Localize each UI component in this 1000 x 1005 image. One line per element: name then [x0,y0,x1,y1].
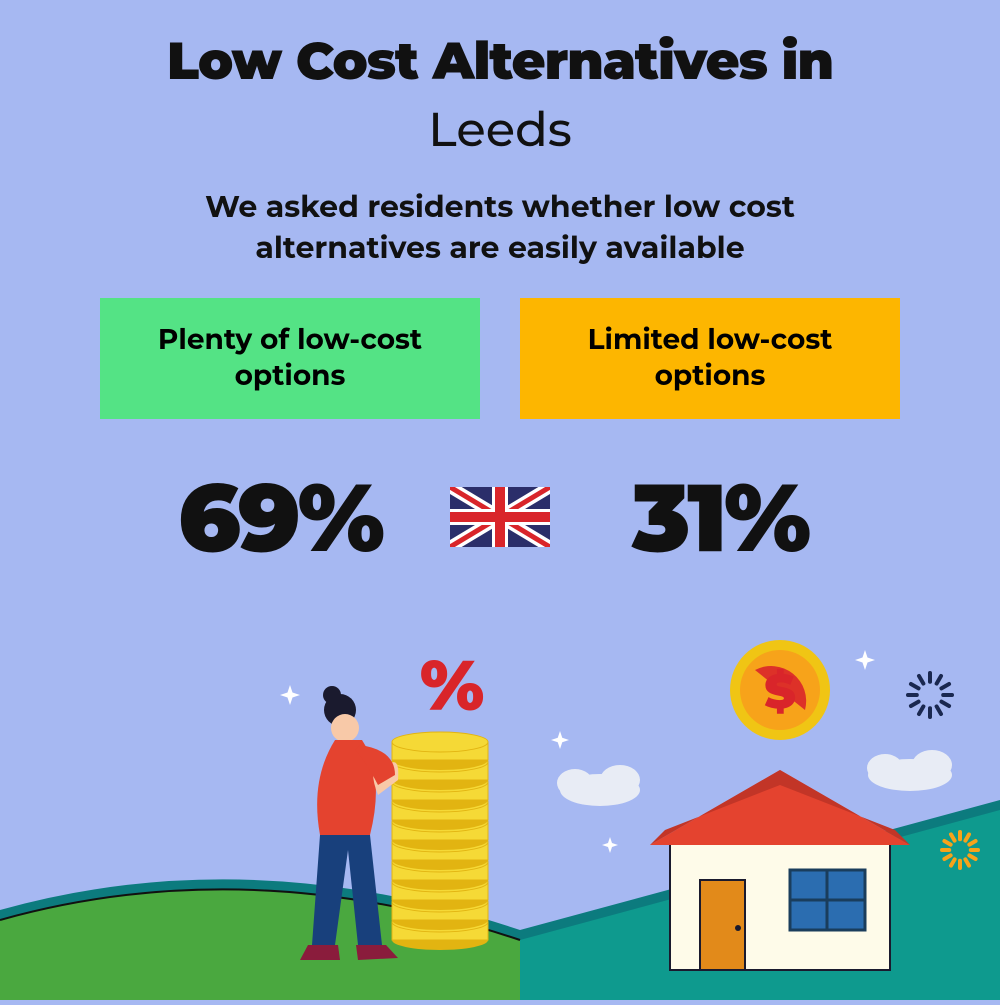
option-boxes: Plenty of low-cost options Limited low-c… [0,298,1000,419]
stats-row: 69% 31% [0,459,1000,575]
box-plenty-label: Plenty of low-cost options [158,323,422,393]
svg-text:$: $ [764,663,796,721]
uk-flag-icon [450,487,550,547]
stat-right: 31% [590,459,850,575]
subtitle: We asked residents whether low cost alte… [110,187,890,268]
title-line1: Low Cost Alternatives in [0,30,1000,93]
stat-left: 69% [150,459,410,575]
box-limited: Limited low-cost options [520,298,900,419]
box-plenty: Plenty of low-cost options [100,298,480,419]
header: Low Cost Alternatives in Leeds We asked … [0,0,1000,268]
title-line2: Leeds [0,101,1000,159]
svg-text:%: % [420,642,484,728]
box-limited-label: Limited low-cost options [588,323,833,393]
illustration: $ % [0,600,1000,1000]
